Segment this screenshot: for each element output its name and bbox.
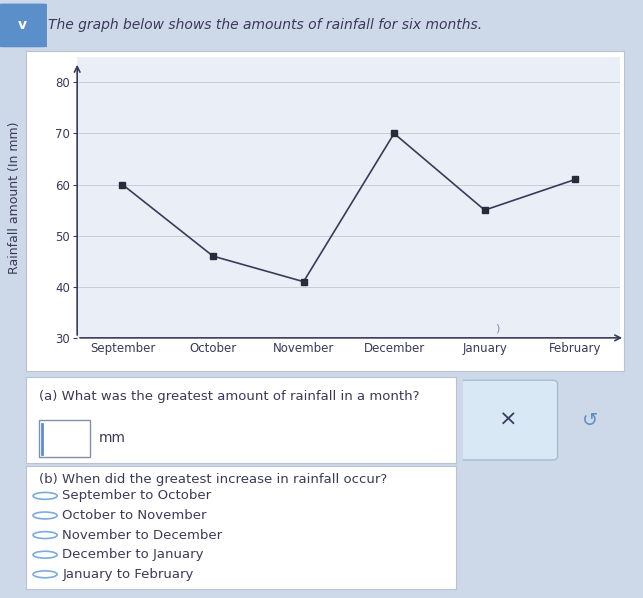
FancyBboxPatch shape — [460, 380, 557, 460]
Text: The graph below shows the amounts of rainfall for six months.: The graph below shows the amounts of rai… — [48, 19, 482, 32]
Text: September to October: September to October — [62, 489, 212, 502]
Text: January to February: January to February — [62, 568, 194, 581]
Text: v: v — [18, 19, 27, 32]
Text: ×: × — [499, 410, 518, 430]
Text: October to November: October to November — [62, 509, 207, 522]
Text: ): ) — [496, 324, 500, 334]
Text: December to January: December to January — [62, 548, 204, 561]
FancyBboxPatch shape — [0, 4, 47, 47]
Text: Rainfall amount (In mm): Rainfall amount (In mm) — [8, 121, 21, 274]
Text: mm: mm — [99, 431, 126, 446]
FancyBboxPatch shape — [39, 420, 90, 456]
Text: November to December: November to December — [62, 529, 222, 542]
Text: Month: Month — [329, 399, 368, 413]
Text: (b) When did the greatest increase in rainfall occur?: (b) When did the greatest increase in ra… — [39, 472, 387, 486]
Text: (a) What was the greatest amount of rainfall in a month?: (a) What was the greatest amount of rain… — [39, 390, 419, 402]
Text: ↺: ↺ — [582, 411, 599, 429]
